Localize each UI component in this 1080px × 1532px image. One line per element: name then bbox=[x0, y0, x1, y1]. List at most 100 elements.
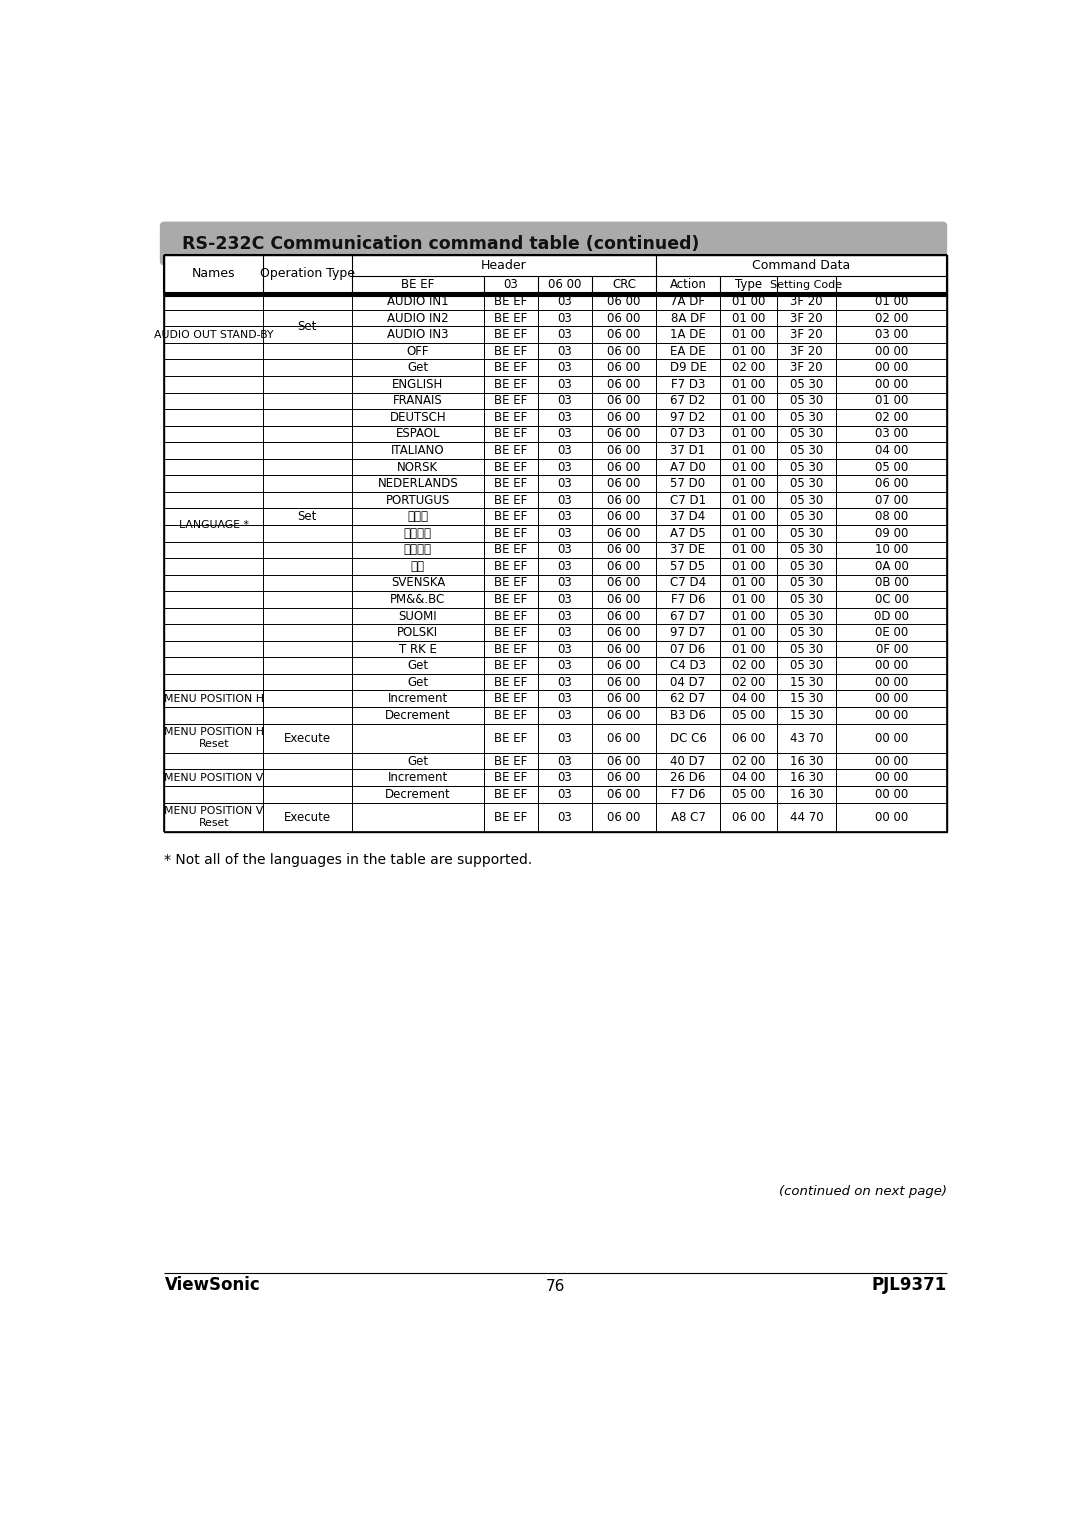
Text: 한글: 한글 bbox=[410, 559, 424, 573]
Text: 03: 03 bbox=[557, 692, 572, 705]
Text: 06 00: 06 00 bbox=[607, 810, 640, 824]
Text: 05 30: 05 30 bbox=[789, 476, 823, 490]
Text: 00 00: 00 00 bbox=[875, 362, 908, 374]
Text: 05 30: 05 30 bbox=[789, 427, 823, 440]
Text: SUOMI: SUOMI bbox=[399, 610, 437, 622]
Text: 06 00: 06 00 bbox=[607, 427, 640, 440]
Text: 03: 03 bbox=[557, 755, 572, 768]
Text: Action: Action bbox=[670, 279, 706, 291]
Text: 06 00: 06 00 bbox=[607, 527, 640, 539]
Text: 00 00: 00 00 bbox=[875, 709, 908, 722]
Text: BE EF: BE EF bbox=[495, 787, 527, 801]
Text: 01 00: 01 00 bbox=[732, 559, 765, 573]
Text: ITALIANO: ITALIANO bbox=[391, 444, 445, 457]
Text: 01 00: 01 00 bbox=[732, 544, 765, 556]
Text: 05 30: 05 30 bbox=[789, 544, 823, 556]
Text: 03: 03 bbox=[557, 345, 572, 357]
Text: D9 DE: D9 DE bbox=[670, 362, 706, 374]
Text: 04 00: 04 00 bbox=[732, 771, 765, 784]
Text: 06 00: 06 00 bbox=[607, 311, 640, 325]
Text: 15 30: 15 30 bbox=[789, 692, 823, 705]
Text: 00 00: 00 00 bbox=[875, 755, 908, 768]
Bar bbox=[164, 293, 947, 832]
Text: 03: 03 bbox=[557, 659, 572, 673]
Text: RS-232C Communication command table (continued): RS-232C Communication command table (con… bbox=[181, 234, 699, 253]
Text: 37 D4: 37 D4 bbox=[671, 510, 705, 522]
Text: Get: Get bbox=[407, 362, 429, 374]
Text: 02 00: 02 00 bbox=[875, 311, 908, 325]
Text: BE EF: BE EF bbox=[495, 659, 527, 673]
Text: 03: 03 bbox=[557, 461, 572, 473]
Text: ESPAOL: ESPAOL bbox=[395, 427, 441, 440]
Text: 7A DF: 7A DF bbox=[671, 296, 705, 308]
Text: 16 30: 16 30 bbox=[789, 771, 823, 784]
Text: 03: 03 bbox=[557, 427, 572, 440]
Text: 03 00: 03 00 bbox=[875, 427, 908, 440]
Text: 06 00: 06 00 bbox=[607, 559, 640, 573]
Text: MENU POSITION H
Reset: MENU POSITION H Reset bbox=[164, 728, 264, 749]
Text: 06 00: 06 00 bbox=[607, 476, 640, 490]
Text: 03 00: 03 00 bbox=[875, 328, 908, 342]
Text: Decrement: Decrement bbox=[384, 709, 450, 722]
Text: 01 00: 01 00 bbox=[875, 296, 908, 308]
Text: 06 00: 06 00 bbox=[549, 279, 582, 291]
Text: 03: 03 bbox=[557, 296, 572, 308]
Text: 07 00: 07 00 bbox=[875, 493, 908, 507]
Text: 0E 00: 0E 00 bbox=[875, 627, 908, 639]
Text: 01 00: 01 00 bbox=[732, 345, 765, 357]
Text: 01 00: 01 00 bbox=[732, 510, 765, 522]
Text: 06 00: 06 00 bbox=[875, 476, 908, 490]
Text: 97 D7: 97 D7 bbox=[671, 627, 705, 639]
Text: 00 00: 00 00 bbox=[875, 692, 908, 705]
Bar bbox=[164, 254, 947, 293]
Text: 3F 20: 3F 20 bbox=[791, 362, 823, 374]
Text: BE EF: BE EF bbox=[495, 476, 527, 490]
Text: 03: 03 bbox=[557, 732, 572, 745]
Text: 05 30: 05 30 bbox=[789, 627, 823, 639]
Text: 0A 00: 0A 00 bbox=[875, 559, 908, 573]
Text: 01 00: 01 00 bbox=[732, 493, 765, 507]
Text: 03: 03 bbox=[557, 771, 572, 784]
Text: 05 30: 05 30 bbox=[789, 576, 823, 590]
Text: 04 00: 04 00 bbox=[732, 692, 765, 705]
Text: 26 D6: 26 D6 bbox=[671, 771, 705, 784]
Text: 67 D2: 67 D2 bbox=[671, 394, 705, 408]
Text: 01 00: 01 00 bbox=[732, 610, 765, 622]
Text: 01 00: 01 00 bbox=[732, 378, 765, 391]
Text: 01 00: 01 00 bbox=[732, 444, 765, 457]
Text: 07 D3: 07 D3 bbox=[671, 427, 705, 440]
Text: BE EF: BE EF bbox=[495, 345, 527, 357]
Text: 05 30: 05 30 bbox=[789, 493, 823, 507]
Text: 02 00: 02 00 bbox=[732, 362, 765, 374]
Text: 8A DF: 8A DF bbox=[671, 311, 705, 325]
Text: 06 00: 06 00 bbox=[607, 394, 640, 408]
Text: AUDIO IN2: AUDIO IN2 bbox=[387, 311, 448, 325]
Text: C4 D3: C4 D3 bbox=[670, 659, 706, 673]
Text: 01 00: 01 00 bbox=[732, 296, 765, 308]
Text: 02 00: 02 00 bbox=[732, 659, 765, 673]
Text: 03: 03 bbox=[557, 378, 572, 391]
Text: 02 00: 02 00 bbox=[732, 755, 765, 768]
Text: 3F 20: 3F 20 bbox=[791, 296, 823, 308]
Text: 10 00: 10 00 bbox=[875, 544, 908, 556]
Text: Get: Get bbox=[407, 676, 429, 689]
Text: Header: Header bbox=[481, 259, 527, 273]
Text: 01 00: 01 00 bbox=[732, 527, 765, 539]
Text: Get: Get bbox=[407, 659, 429, 673]
Text: 04 D7: 04 D7 bbox=[671, 676, 705, 689]
Text: AUDIO IN1: AUDIO IN1 bbox=[387, 296, 448, 308]
Text: 09 00: 09 00 bbox=[875, 527, 908, 539]
Text: 1A DE: 1A DE bbox=[670, 328, 706, 342]
Text: BE EF: BE EF bbox=[495, 510, 527, 522]
Text: 06 00: 06 00 bbox=[607, 411, 640, 424]
Text: 0C 00: 0C 00 bbox=[875, 593, 909, 607]
Text: 06 00: 06 00 bbox=[607, 771, 640, 784]
Text: * Not all of the languages in the table are supported.: * Not all of the languages in the table … bbox=[164, 853, 532, 867]
Text: PJL9371: PJL9371 bbox=[872, 1276, 947, 1295]
Text: 05 00: 05 00 bbox=[732, 787, 765, 801]
Text: 05 30: 05 30 bbox=[789, 461, 823, 473]
Text: 03: 03 bbox=[557, 593, 572, 607]
Text: MENU POSITION H: MENU POSITION H bbox=[164, 694, 264, 703]
Text: T RK E: T RK E bbox=[399, 642, 436, 656]
Text: 03: 03 bbox=[557, 559, 572, 573]
